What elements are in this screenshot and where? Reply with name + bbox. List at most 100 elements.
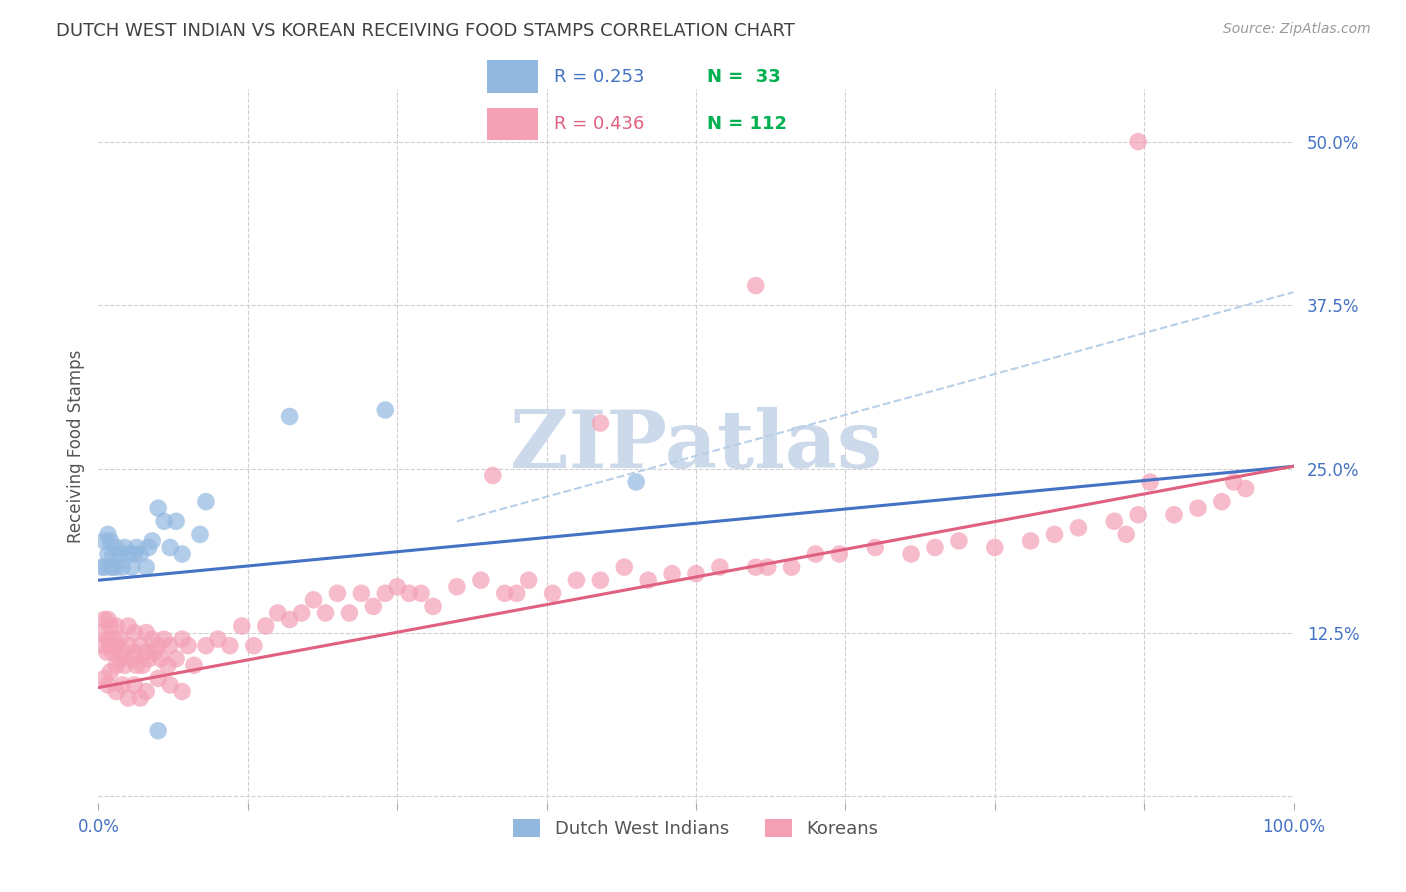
- Point: [517, 573, 540, 587]
- Point: [98, 619, 122, 633]
- Point: [804, 547, 827, 561]
- Point: [661, 566, 683, 581]
- Point: [172, 684, 194, 698]
- Point: [111, 678, 134, 692]
- Point: [135, 645, 157, 659]
- Point: [291, 606, 314, 620]
- Point: [195, 639, 218, 653]
- Point: [900, 547, 922, 561]
- Point: [125, 541, 148, 555]
- Point: [159, 678, 181, 692]
- Point: [1067, 521, 1090, 535]
- Point: [589, 573, 612, 587]
- Point: [565, 573, 588, 587]
- Point: [124, 678, 146, 692]
- Point: [756, 560, 779, 574]
- Point: [105, 619, 128, 633]
- Point: [159, 541, 181, 555]
- Point: [97, 527, 120, 541]
- Point: [121, 560, 143, 574]
- Point: [98, 639, 122, 653]
- Point: [129, 639, 152, 653]
- Point: [117, 619, 139, 633]
- Point: [117, 639, 139, 653]
- Point: [131, 658, 153, 673]
- Point: [243, 639, 266, 653]
- Point: [135, 560, 157, 574]
- Point: [422, 599, 444, 614]
- Point: [541, 586, 564, 600]
- Point: [948, 533, 970, 548]
- Point: [121, 652, 143, 666]
- Point: [135, 625, 157, 640]
- Point: [129, 547, 152, 561]
- Point: [315, 606, 337, 620]
- Point: [148, 501, 170, 516]
- Point: [828, 547, 851, 561]
- Point: [93, 533, 115, 548]
- Point: [111, 560, 134, 574]
- Point: [108, 547, 131, 561]
- Point: [637, 573, 659, 587]
- Point: [302, 592, 325, 607]
- Point: [494, 586, 516, 600]
- Point: [219, 639, 242, 653]
- Text: DUTCH WEST INDIAN VS KOREAN RECEIVING FOOD STAMPS CORRELATION CHART: DUTCH WEST INDIAN VS KOREAN RECEIVING FO…: [56, 22, 796, 40]
- Point: [101, 560, 124, 574]
- Point: [111, 645, 134, 659]
- Point: [481, 468, 505, 483]
- Point: [93, 672, 115, 686]
- Point: [254, 619, 277, 633]
- Text: Source: ZipAtlas.com: Source: ZipAtlas.com: [1223, 22, 1371, 37]
- Point: [124, 625, 146, 640]
- Point: [108, 632, 131, 647]
- Point: [411, 586, 433, 600]
- Point: [98, 560, 122, 574]
- Point: [105, 658, 128, 673]
- Point: [172, 547, 194, 561]
- Point: [97, 678, 120, 692]
- Point: [195, 494, 218, 508]
- Point: [91, 625, 114, 640]
- Point: [745, 278, 768, 293]
- Point: [363, 599, 385, 614]
- Point: [865, 541, 887, 555]
- Point: [97, 632, 120, 647]
- Point: [105, 639, 128, 653]
- Text: N = 112: N = 112: [707, 115, 787, 133]
- Point: [141, 533, 163, 548]
- Point: [96, 645, 118, 659]
- Point: [506, 586, 529, 600]
- Point: [114, 541, 136, 555]
- Point: [135, 684, 157, 698]
- Point: [148, 723, 170, 738]
- Point: [125, 658, 148, 673]
- Point: [231, 619, 253, 633]
- Point: [385, 580, 409, 594]
- Point: [183, 658, 205, 673]
- Point: [143, 645, 166, 659]
- Point: [780, 560, 803, 574]
- Point: [93, 612, 115, 626]
- Point: [149, 652, 172, 666]
- Point: [141, 632, 163, 647]
- Text: N =  33: N = 33: [707, 68, 780, 86]
- Point: [98, 533, 122, 548]
- Point: [98, 665, 122, 679]
- Point: [97, 612, 120, 626]
- Point: [278, 612, 301, 626]
- Point: [326, 586, 349, 600]
- Point: [117, 547, 139, 561]
- Point: [117, 691, 139, 706]
- Point: [350, 586, 373, 600]
- Point: [148, 672, 170, 686]
- Point: [1187, 501, 1209, 516]
- Point: [924, 541, 946, 555]
- Point: [745, 560, 768, 574]
- Point: [165, 514, 187, 528]
- Point: [108, 652, 131, 666]
- Point: [172, 632, 194, 647]
- Point: [97, 547, 120, 561]
- Point: [339, 606, 361, 620]
- Point: [1211, 494, 1233, 508]
